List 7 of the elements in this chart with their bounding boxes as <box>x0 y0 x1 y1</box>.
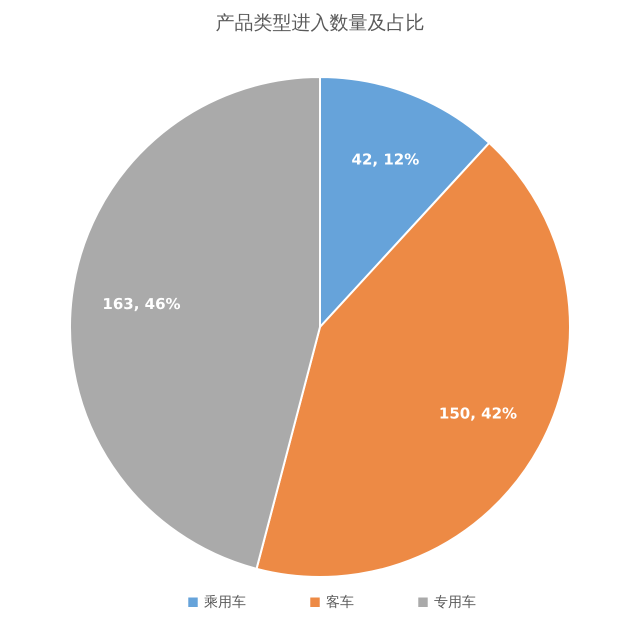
chart-title: 产品类型进入数量及占比 <box>216 12 424 34</box>
legend-label: 专用车 <box>434 594 476 610</box>
legend-label: 乘用车 <box>204 594 246 610</box>
legend-label: 客车 <box>326 594 354 610</box>
data-label: 150, 42% <box>438 404 518 422</box>
data-label: 163, 46% <box>102 294 181 313</box>
data-label: 42, 12% <box>352 150 420 168</box>
